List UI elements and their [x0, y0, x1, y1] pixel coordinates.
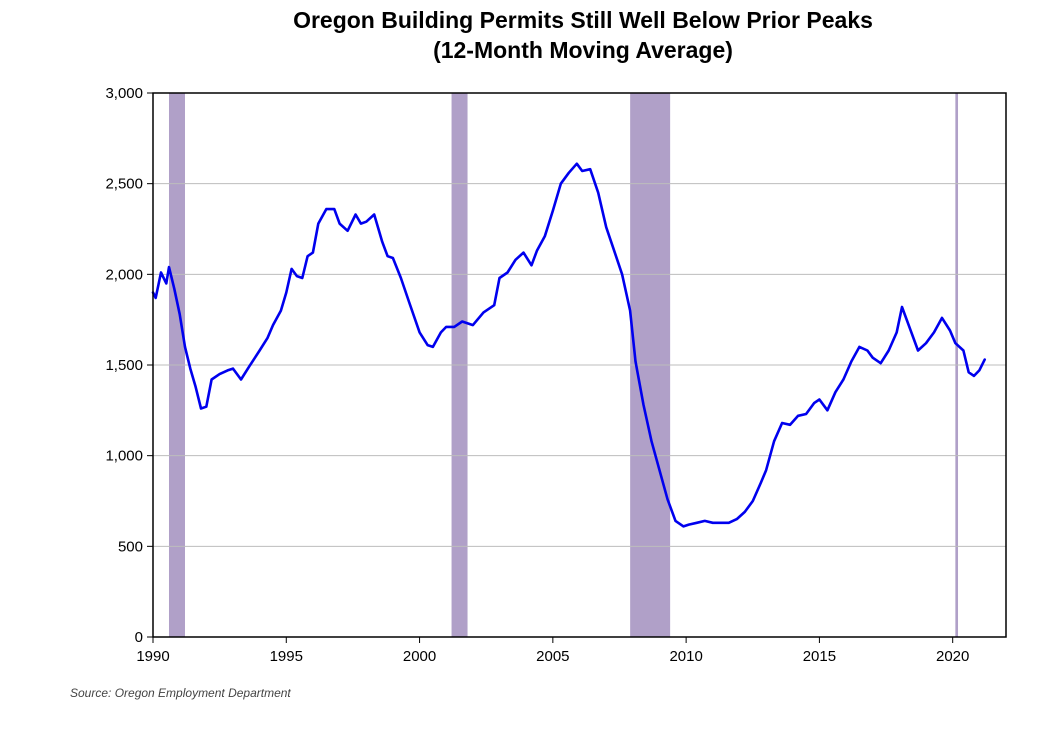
y-tick-label-2: 1,000 [105, 448, 143, 465]
y-tick-label-4: 2,000 [105, 266, 143, 283]
axis-ticks: 0 500 1,000 1,500 2,000 2,500 3,000 1990 1995 200… [105, 85, 969, 665]
y-tick-label-0: 0 [135, 629, 143, 646]
y-tick-label-3: 1,500 [105, 357, 143, 374]
series-line-1 [151, 162, 987, 528]
x-tick-label-4: 2010 [669, 648, 702, 665]
x-tick-label-2: 2000 [403, 648, 436, 665]
y-tick-label-6: 3,000 [105, 85, 143, 102]
x-tick-label-6: 2020 [936, 648, 969, 665]
x-tick-label-3: 2005 [536, 648, 569, 665]
chart-title-line-2: (12-Month Moving Average) [433, 37, 733, 63]
y-tick-label-5: 2,500 [105, 176, 143, 193]
x-tick-label-0: 1990 [136, 648, 169, 665]
x-tick-label-5: 2015 [803, 648, 836, 665]
chart-title-line-1: Oregon Building Permits Still Well Below… [293, 7, 873, 33]
series-layer [151, 162, 987, 528]
x-tick-label-1: 1995 [270, 648, 303, 665]
y-tick-label-1: 500 [118, 538, 143, 555]
source-note: Source: Oregon Employment Department [70, 686, 291, 700]
gridlines [153, 183, 1006, 547]
